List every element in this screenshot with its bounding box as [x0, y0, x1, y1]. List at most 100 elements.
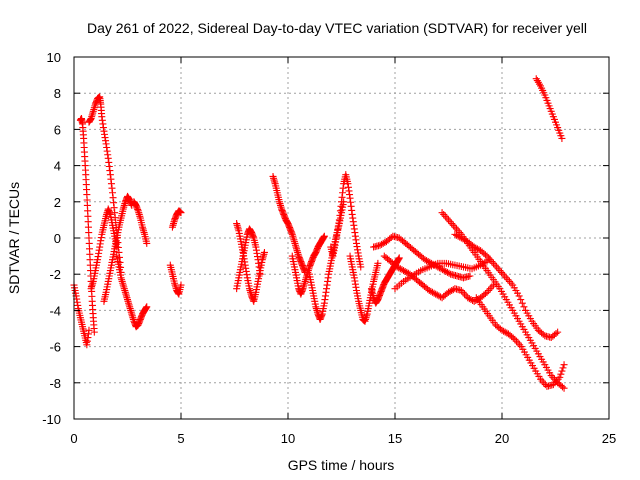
data-point	[514, 339, 522, 347]
data-point	[143, 303, 151, 311]
data-point	[256, 270, 264, 278]
series-arc-a	[70, 281, 93, 349]
series-arc-e	[100, 192, 136, 305]
data-point	[481, 290, 489, 298]
data-point	[467, 296, 475, 304]
series-arc-q	[367, 254, 403, 307]
x-tick-label: 10	[281, 431, 295, 446]
data-point	[357, 263, 365, 271]
series-arc-p	[346, 252, 382, 325]
data-point	[177, 281, 185, 289]
y-axis-label: SDTVAR / TECUs	[6, 182, 22, 294]
y-tick-label: 6	[54, 122, 61, 137]
x-tick-label: 20	[495, 431, 509, 446]
data-point	[552, 329, 560, 337]
y-tick-label: -6	[49, 340, 61, 355]
x-tick-label: 5	[177, 431, 184, 446]
data-point	[497, 268, 505, 276]
data-point	[457, 286, 465, 294]
data-point	[558, 134, 566, 142]
data-point	[260, 248, 268, 256]
data-point	[466, 272, 474, 280]
data-point	[461, 290, 469, 298]
series-arc-o	[327, 171, 365, 271]
data-point	[491, 261, 499, 269]
data-point	[448, 286, 456, 294]
x-axis-label: GPS time / hours	[288, 457, 395, 473]
data-point	[560, 384, 568, 392]
x-axis-ticks: 0 5 10 15 20 25	[70, 57, 616, 446]
y-tick-label: 0	[54, 231, 61, 246]
series-arc-g	[130, 198, 151, 247]
data-point	[520, 303, 528, 311]
grid-lines	[74, 57, 609, 419]
series-arc-i	[168, 207, 185, 231]
data-point	[485, 286, 493, 294]
data-point	[509, 334, 517, 342]
data-point	[538, 377, 546, 385]
y-tick-label: -4	[49, 303, 61, 318]
data-point	[558, 367, 566, 375]
x-tick-label: 0	[70, 431, 77, 446]
y-tick-label: -10	[42, 412, 61, 427]
data-point	[517, 296, 525, 304]
data-point	[558, 383, 566, 391]
data-point	[515, 292, 523, 300]
data-point	[485, 254, 493, 262]
data-point	[374, 259, 382, 267]
y-tick-label: -8	[49, 376, 61, 391]
y-axis-ticks: -10 -8 -6 -4 -2 0 2 4 6 8 10	[42, 50, 609, 427]
data-point	[473, 245, 481, 253]
series-arc-d	[87, 205, 121, 293]
y-tick-label: 8	[54, 86, 61, 101]
y-tick-label: 4	[54, 159, 61, 174]
data-point	[446, 218, 454, 226]
data-point	[177, 209, 185, 217]
data-point	[556, 373, 564, 381]
series-arc-h	[166, 261, 185, 298]
data-point	[516, 341, 524, 349]
series-arc-l	[269, 172, 309, 276]
data-point	[541, 381, 549, 389]
data-point	[559, 364, 567, 372]
x-tick-label: 25	[602, 431, 616, 446]
data-point	[445, 216, 452, 224]
series-arc-v	[451, 230, 562, 342]
data-point	[501, 328, 509, 336]
data-point	[493, 263, 501, 271]
data-point	[440, 210, 448, 218]
data-point	[445, 269, 453, 277]
series-arc-f	[113, 252, 151, 331]
data-point	[540, 379, 548, 387]
data-point	[494, 265, 502, 273]
data-point	[489, 259, 497, 267]
data-point	[557, 370, 565, 378]
data-point	[443, 214, 451, 222]
data-point	[453, 225, 461, 233]
series-arc-x	[532, 75, 566, 142]
chart-title: Day 261 of 2022, Sidereal Day-to-day VTE…	[87, 20, 587, 36]
data-point	[505, 277, 513, 285]
series-arc-m	[288, 232, 328, 298]
series-arc-s	[380, 252, 497, 305]
series-arc-r	[370, 232, 474, 282]
data-point	[481, 251, 489, 259]
data-point	[512, 337, 520, 345]
data-point	[143, 239, 151, 247]
x-tick-label: 15	[388, 431, 402, 446]
series-arc-k	[233, 225, 264, 293]
data-point	[451, 223, 459, 231]
data-point	[502, 274, 510, 282]
data-point	[560, 361, 568, 369]
data-point	[448, 220, 456, 228]
data-point	[554, 328, 562, 336]
y-tick-label: 10	[47, 50, 61, 65]
data-point	[499, 270, 507, 278]
y-tick-label: -2	[49, 267, 61, 282]
data-point	[486, 285, 494, 293]
data-point	[449, 221, 457, 229]
data-point	[395, 254, 403, 262]
data-point	[438, 209, 446, 217]
data-point	[90, 328, 98, 336]
